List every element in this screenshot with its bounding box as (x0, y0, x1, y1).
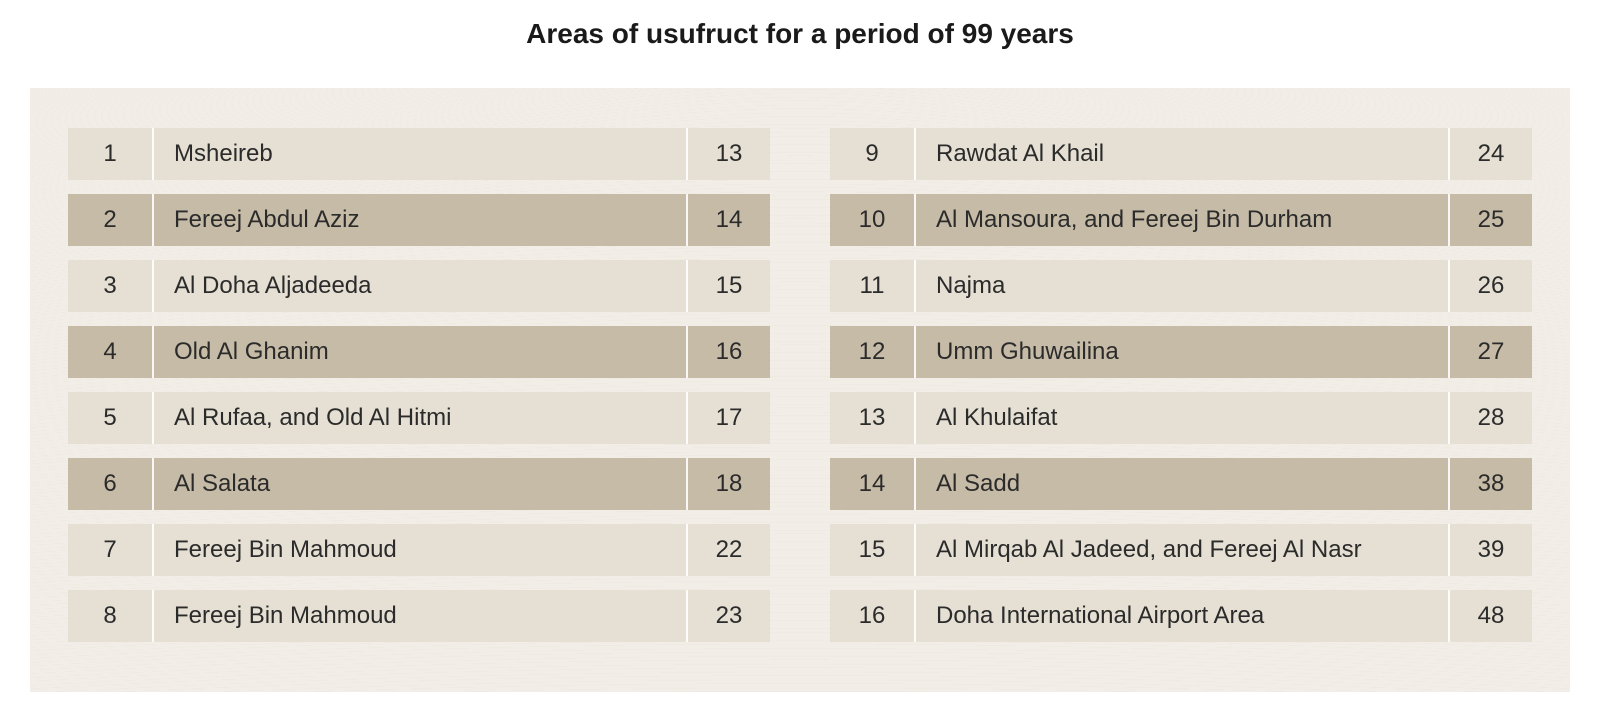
table-row: 4Old Al Ghanim16 (68, 326, 770, 378)
page: Areas of usufruct for a period of 99 yea… (0, 0, 1600, 726)
row-index: 11 (830, 260, 914, 312)
row-name: Umm Ghuwailina (914, 326, 1448, 378)
row-name: Al Sadd (914, 458, 1448, 510)
row-code: 17 (686, 392, 770, 444)
table-row: 2Fereej Abdul Aziz14 (68, 194, 770, 246)
row-code: 23 (686, 590, 770, 642)
row-name: Doha International Airport Area (914, 590, 1448, 642)
row-name: Rawdat Al Khail (914, 128, 1448, 180)
row-index: 5 (68, 392, 152, 444)
table-row: 12Umm Ghuwailina27 (830, 326, 1532, 378)
table-row: 16Doha International Airport Area48 (830, 590, 1532, 642)
row-index: 1 (68, 128, 152, 180)
row-code: 26 (1448, 260, 1532, 312)
row-code: 18 (686, 458, 770, 510)
row-index: 3 (68, 260, 152, 312)
row-index: 4 (68, 326, 152, 378)
row-index: 15 (830, 524, 914, 576)
row-name: Al Mirqab Al Jadeed, and Fereej Al Nasr (914, 524, 1448, 576)
table-row: 15Al Mirqab Al Jadeed, and Fereej Al Nas… (830, 524, 1532, 576)
table-row: 5Al Rufaa, and Old Al Hitmi17 (68, 392, 770, 444)
table-panel: 1Msheireb132Fereej Abdul Aziz143Al Doha … (30, 88, 1570, 692)
row-index: 12 (830, 326, 914, 378)
row-name: Al Rufaa, and Old Al Hitmi (152, 392, 686, 444)
row-code: 28 (1448, 392, 1532, 444)
table-row: 8Fereej Bin Mahmoud23 (68, 590, 770, 642)
row-index: 9 (830, 128, 914, 180)
row-code: 48 (1448, 590, 1532, 642)
table-row: 9Rawdat Al Khail24 (830, 128, 1532, 180)
row-index: 16 (830, 590, 914, 642)
table-row: 7Fereej Bin Mahmoud22 (68, 524, 770, 576)
page-title: Areas of usufruct for a period of 99 yea… (0, 18, 1600, 50)
row-name: Msheireb (152, 128, 686, 180)
row-index: 8 (68, 590, 152, 642)
row-name: Al Salata (152, 458, 686, 510)
row-name: Fereej Bin Mahmoud (152, 590, 686, 642)
table-row: 14Al Sadd38 (830, 458, 1532, 510)
row-index: 13 (830, 392, 914, 444)
table-row: 10Al Mansoura, and Fereej Bin Durham25 (830, 194, 1532, 246)
row-index: 14 (830, 458, 914, 510)
row-code: 14 (686, 194, 770, 246)
row-code: 13 (686, 128, 770, 180)
row-code: 25 (1448, 194, 1532, 246)
row-code: 22 (686, 524, 770, 576)
table-left: 1Msheireb132Fereej Abdul Aziz143Al Doha … (68, 128, 770, 642)
table-row: 1Msheireb13 (68, 128, 770, 180)
row-code: 39 (1448, 524, 1532, 576)
row-name: Najma (914, 260, 1448, 312)
row-name: Al Doha Aljadeeda (152, 260, 686, 312)
table-row: 13Al Khulaifat28 (830, 392, 1532, 444)
table-row: 11Najma26 (830, 260, 1532, 312)
table-row: 6Al Salata18 (68, 458, 770, 510)
row-code: 16 (686, 326, 770, 378)
row-index: 7 (68, 524, 152, 576)
row-code: 24 (1448, 128, 1532, 180)
row-index: 10 (830, 194, 914, 246)
row-index: 2 (68, 194, 152, 246)
row-name: Al Khulaifat (914, 392, 1448, 444)
table-right: 9Rawdat Al Khail24 10Al Mansoura, and Fer… (830, 128, 1532, 642)
row-index: 6 (68, 458, 152, 510)
row-code: 15 (686, 260, 770, 312)
row-name: Al Mansoura, and Fereej Bin Durham (914, 194, 1448, 246)
row-code: 38 (1448, 458, 1532, 510)
row-name: Fereej Bin Mahmoud (152, 524, 686, 576)
table-row: 3Al Doha Aljadeeda15 (68, 260, 770, 312)
row-name: Old Al Ghanim (152, 326, 686, 378)
row-code: 27 (1448, 326, 1532, 378)
row-name: Fereej Abdul Aziz (152, 194, 686, 246)
tables-container: 1Msheireb132Fereej Abdul Aziz143Al Doha … (68, 128, 1532, 642)
